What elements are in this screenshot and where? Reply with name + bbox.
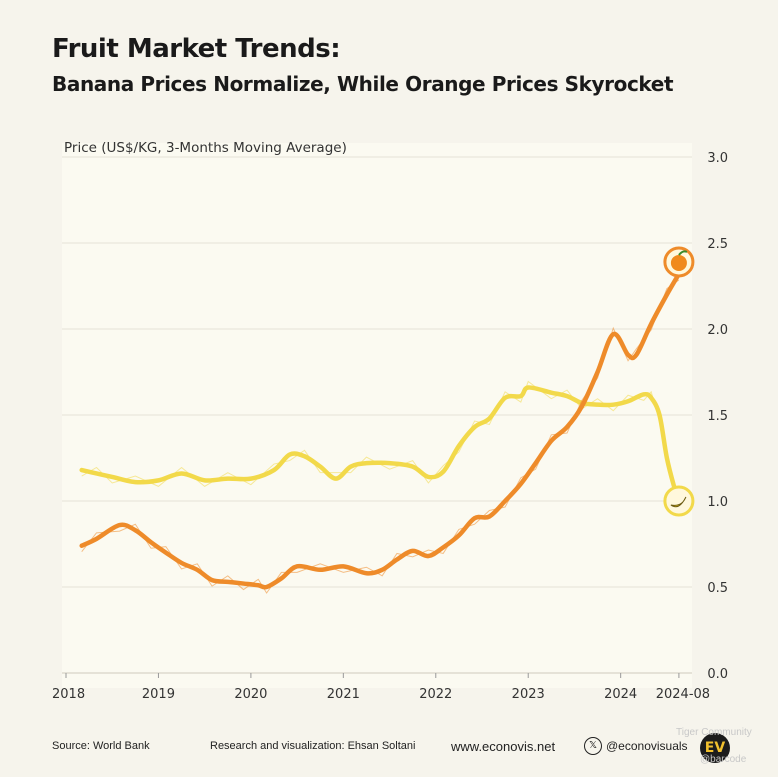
y-axis-ticks: 0.0 0.5 1.0 1.5 2.0 2.5 3.0 xyxy=(707,151,728,682)
x-tick-label: 2023 xyxy=(512,687,545,702)
x-tick-label: 2024-08 xyxy=(656,687,710,702)
y-tick-label: 2.5 xyxy=(707,237,728,252)
x-logo-icon: 𝕏 xyxy=(584,737,602,755)
chart-subtitle: Banana Prices Normalize, While Orange Pr… xyxy=(52,72,674,96)
orange-icon xyxy=(663,246,695,278)
y-axis-label: Price (US$/KG, 3-Months Moving Average) xyxy=(64,140,347,156)
y-tick-label: 2.0 xyxy=(707,323,728,338)
y-tick-label: 1.0 xyxy=(707,495,728,510)
website-link[interactable]: www.econovis.net xyxy=(451,739,556,754)
watermark-handle: @barcode xyxy=(700,754,747,765)
banana-series-line xyxy=(79,385,682,504)
orange-series-line xyxy=(79,271,682,590)
source-note: Source: World Bank xyxy=(52,740,150,752)
banana-fruit-shape xyxy=(670,496,687,508)
x-tick-label: 2019 xyxy=(142,687,175,702)
banana-icon xyxy=(663,485,695,517)
x-tick-label: 2024 xyxy=(604,687,637,702)
orange-fruit-shape xyxy=(670,254,687,271)
gridlines xyxy=(62,156,692,674)
x-tick-label: 2021 xyxy=(327,687,360,702)
watermark-community: Tiger Community xyxy=(676,727,752,738)
end-markers xyxy=(663,246,695,517)
y-tick-label: 3.0 xyxy=(707,151,728,166)
econovis-logo: EV xyxy=(700,733,730,763)
y-tick-label: 0.5 xyxy=(707,581,728,596)
y-tick-label: 0.0 xyxy=(707,667,728,682)
banana-end-marker xyxy=(663,485,695,517)
orange-leaf-shape xyxy=(678,250,688,256)
line-chart: 0.00.51.01.52.02.53.0 2018 2019 2020 2021 20… xyxy=(52,140,728,702)
x-tick-label: 2018 xyxy=(52,687,85,702)
credit-note: Research and visualization: Ehsan Soltan… xyxy=(210,740,416,752)
x-tick-label: 2020 xyxy=(234,687,267,702)
chart-title: Fruit Market Trends: xyxy=(52,34,341,64)
x-tick-label: 2022 xyxy=(419,687,452,702)
series-layer xyxy=(79,271,682,594)
social-handle[interactable]: @econovisuals xyxy=(606,739,688,753)
x-axis-ticks: 2018 2019 2020 2021 2022 2023 2024 2024-08 xyxy=(52,673,710,702)
y-tick-label: 1.5 xyxy=(707,409,728,424)
